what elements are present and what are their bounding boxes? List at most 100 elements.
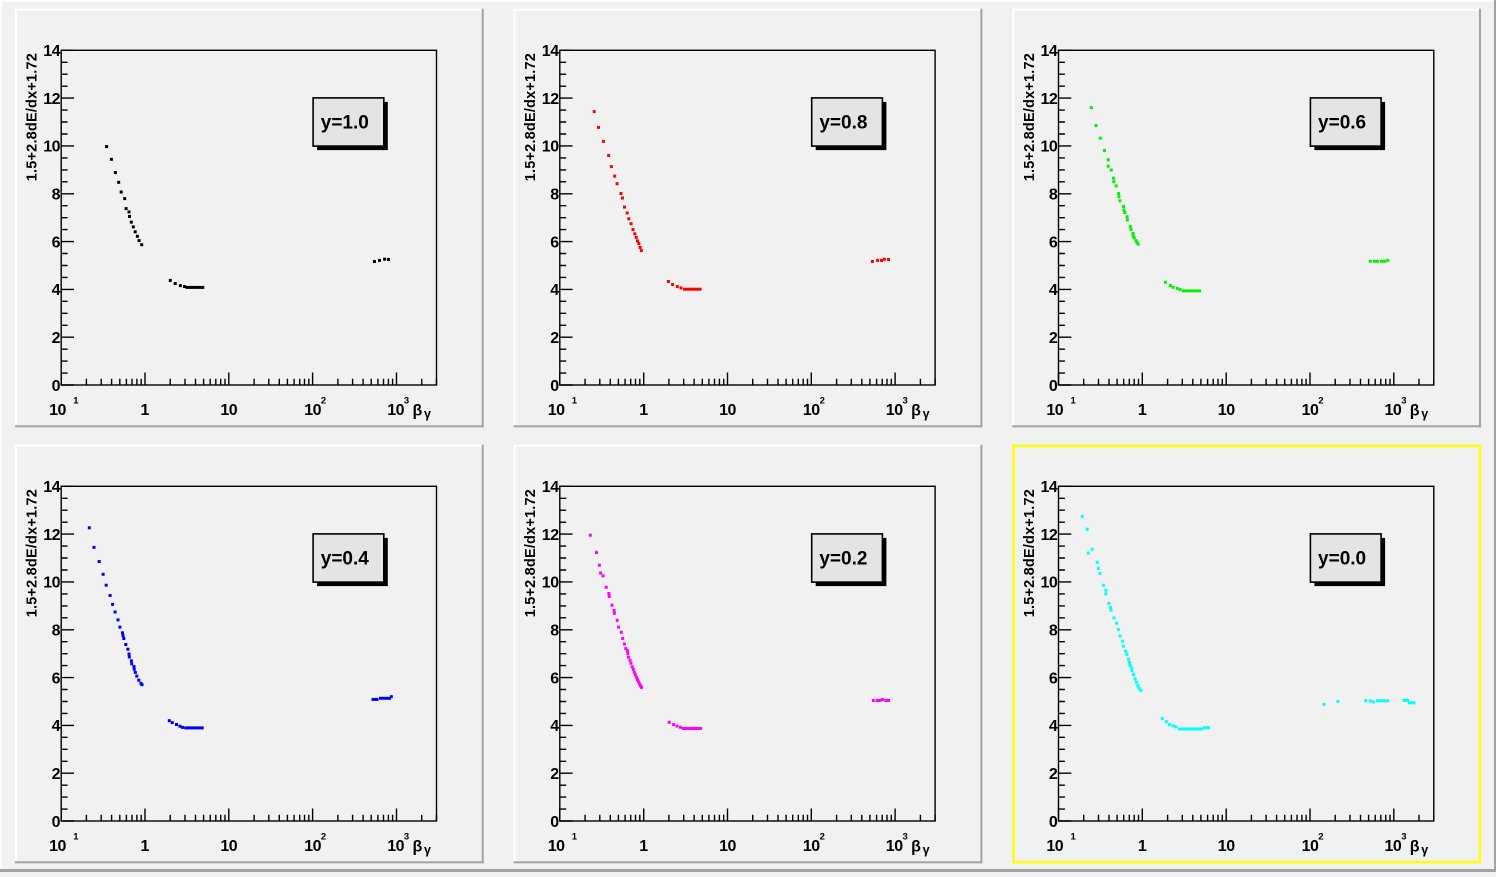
svg-text:2: 2: [820, 396, 825, 407]
svg-text:10: 10: [548, 402, 565, 419]
svg-text:2: 2: [1318, 832, 1323, 843]
svg-text:14: 14: [542, 479, 559, 496]
svg-text:8: 8: [550, 623, 559, 640]
svg-text:10: 10: [886, 838, 903, 855]
svg-text:β: β: [1410, 403, 1420, 420]
svg-text:1: 1: [639, 838, 648, 855]
svg-text:β: β: [911, 403, 921, 420]
svg-text:14: 14: [1041, 479, 1058, 496]
svg-text:3: 3: [903, 396, 908, 407]
svg-text:β: β: [911, 839, 921, 856]
svg-text:10: 10: [1302, 402, 1319, 419]
svg-text:0: 0: [1049, 814, 1058, 831]
svg-text:2: 2: [1049, 330, 1058, 347]
svg-text:10: 10: [719, 402, 736, 419]
svg-text:4: 4: [52, 718, 61, 735]
svg-text:γ: γ: [923, 407, 930, 421]
svg-text:1.5+2.8dE/dx+1.72: 1.5+2.8dE/dx+1.72: [523, 53, 539, 181]
svg-text:γ: γ: [923, 843, 930, 857]
svg-text:8: 8: [550, 187, 559, 204]
svg-text:12: 12: [43, 527, 60, 544]
svg-text:10: 10: [43, 575, 60, 592]
svg-text:1: 1: [639, 402, 648, 419]
svg-text:10: 10: [1302, 838, 1319, 855]
svg-text:10: 10: [387, 402, 404, 419]
svg-text:β: β: [1410, 839, 1420, 856]
svg-text:10: 10: [548, 838, 565, 855]
svg-text:10: 10: [49, 402, 66, 419]
svg-text:6: 6: [1049, 234, 1058, 251]
svg-text:y=0.6: y=0.6: [1318, 113, 1366, 134]
svg-text:10: 10: [387, 838, 404, 855]
svg-text:10: 10: [719, 838, 736, 855]
svg-text:y=0.0: y=0.0: [1318, 549, 1366, 570]
svg-text:10: 10: [220, 838, 237, 855]
svg-text:y=0.8: y=0.8: [819, 113, 867, 134]
svg-text:3: 3: [1401, 832, 1406, 843]
svg-text:10: 10: [304, 838, 321, 855]
svg-text:0: 0: [52, 378, 61, 395]
svg-text:10: 10: [1046, 838, 1063, 855]
svg-text:10: 10: [542, 575, 559, 592]
svg-text:6: 6: [52, 670, 61, 687]
svg-text:14: 14: [1041, 43, 1058, 60]
svg-text:2: 2: [1318, 396, 1323, 407]
svg-text:4: 4: [1049, 282, 1058, 299]
svg-text:γ: γ: [1421, 843, 1428, 857]
svg-text:8: 8: [1049, 187, 1058, 204]
svg-text:0: 0: [1049, 378, 1058, 395]
svg-text:6: 6: [52, 234, 61, 251]
svg-text:2: 2: [820, 832, 825, 843]
svg-text:1.5+2.8dE/dx+1.72: 1.5+2.8dE/dx+1.72: [523, 489, 539, 617]
svg-text:4: 4: [550, 282, 559, 299]
svg-text:8: 8: [52, 187, 61, 204]
svg-text:γ: γ: [424, 843, 431, 857]
svg-text:y=0.2: y=0.2: [819, 549, 867, 570]
svg-text:2: 2: [52, 766, 61, 783]
svg-text:10: 10: [803, 402, 820, 419]
svg-text:12: 12: [542, 527, 559, 544]
svg-text:10: 10: [1046, 402, 1063, 419]
svg-text:6: 6: [550, 670, 559, 687]
svg-text:2: 2: [550, 766, 559, 783]
svg-text:10: 10: [542, 139, 559, 156]
svg-text:1: 1: [73, 396, 79, 407]
svg-text:1: 1: [572, 832, 578, 843]
svg-text:1: 1: [141, 838, 150, 855]
svg-text:12: 12: [1041, 91, 1058, 108]
svg-text:12: 12: [1041, 527, 1058, 544]
svg-text:2: 2: [1049, 766, 1058, 783]
svg-text:y=1.0: y=1.0: [321, 113, 369, 134]
svg-text:1: 1: [1138, 838, 1147, 855]
svg-text:1: 1: [1071, 832, 1077, 843]
svg-text:3: 3: [1401, 396, 1406, 407]
svg-text:y=0.4: y=0.4: [321, 549, 370, 570]
svg-text:1.5+2.8dE/dx+1.72: 1.5+2.8dE/dx+1.72: [25, 489, 41, 617]
svg-text:0: 0: [550, 378, 559, 395]
svg-text:4: 4: [52, 282, 61, 299]
svg-text:2: 2: [321, 832, 326, 843]
svg-text:10: 10: [49, 838, 66, 855]
svg-text:10: 10: [886, 402, 903, 419]
svg-text:1: 1: [1138, 402, 1147, 419]
svg-text:3: 3: [903, 832, 908, 843]
svg-text:10: 10: [304, 402, 321, 419]
svg-text:1: 1: [73, 832, 79, 843]
svg-text:12: 12: [542, 91, 559, 108]
svg-text:10: 10: [1041, 575, 1058, 592]
svg-text:10: 10: [1218, 838, 1235, 855]
svg-text:1: 1: [141, 402, 150, 419]
svg-text:1: 1: [572, 396, 578, 407]
svg-text:6: 6: [550, 234, 559, 251]
svg-text:10: 10: [803, 838, 820, 855]
svg-text:γ: γ: [424, 407, 431, 421]
svg-text:10: 10: [1385, 838, 1402, 855]
svg-text:10: 10: [1041, 139, 1058, 156]
svg-text:1: 1: [1071, 396, 1077, 407]
svg-text:4: 4: [1049, 718, 1058, 735]
svg-text:8: 8: [1049, 623, 1058, 640]
svg-text:14: 14: [43, 43, 60, 60]
svg-text:10: 10: [1218, 402, 1235, 419]
svg-text:0: 0: [550, 814, 559, 831]
svg-text:3: 3: [404, 832, 409, 843]
